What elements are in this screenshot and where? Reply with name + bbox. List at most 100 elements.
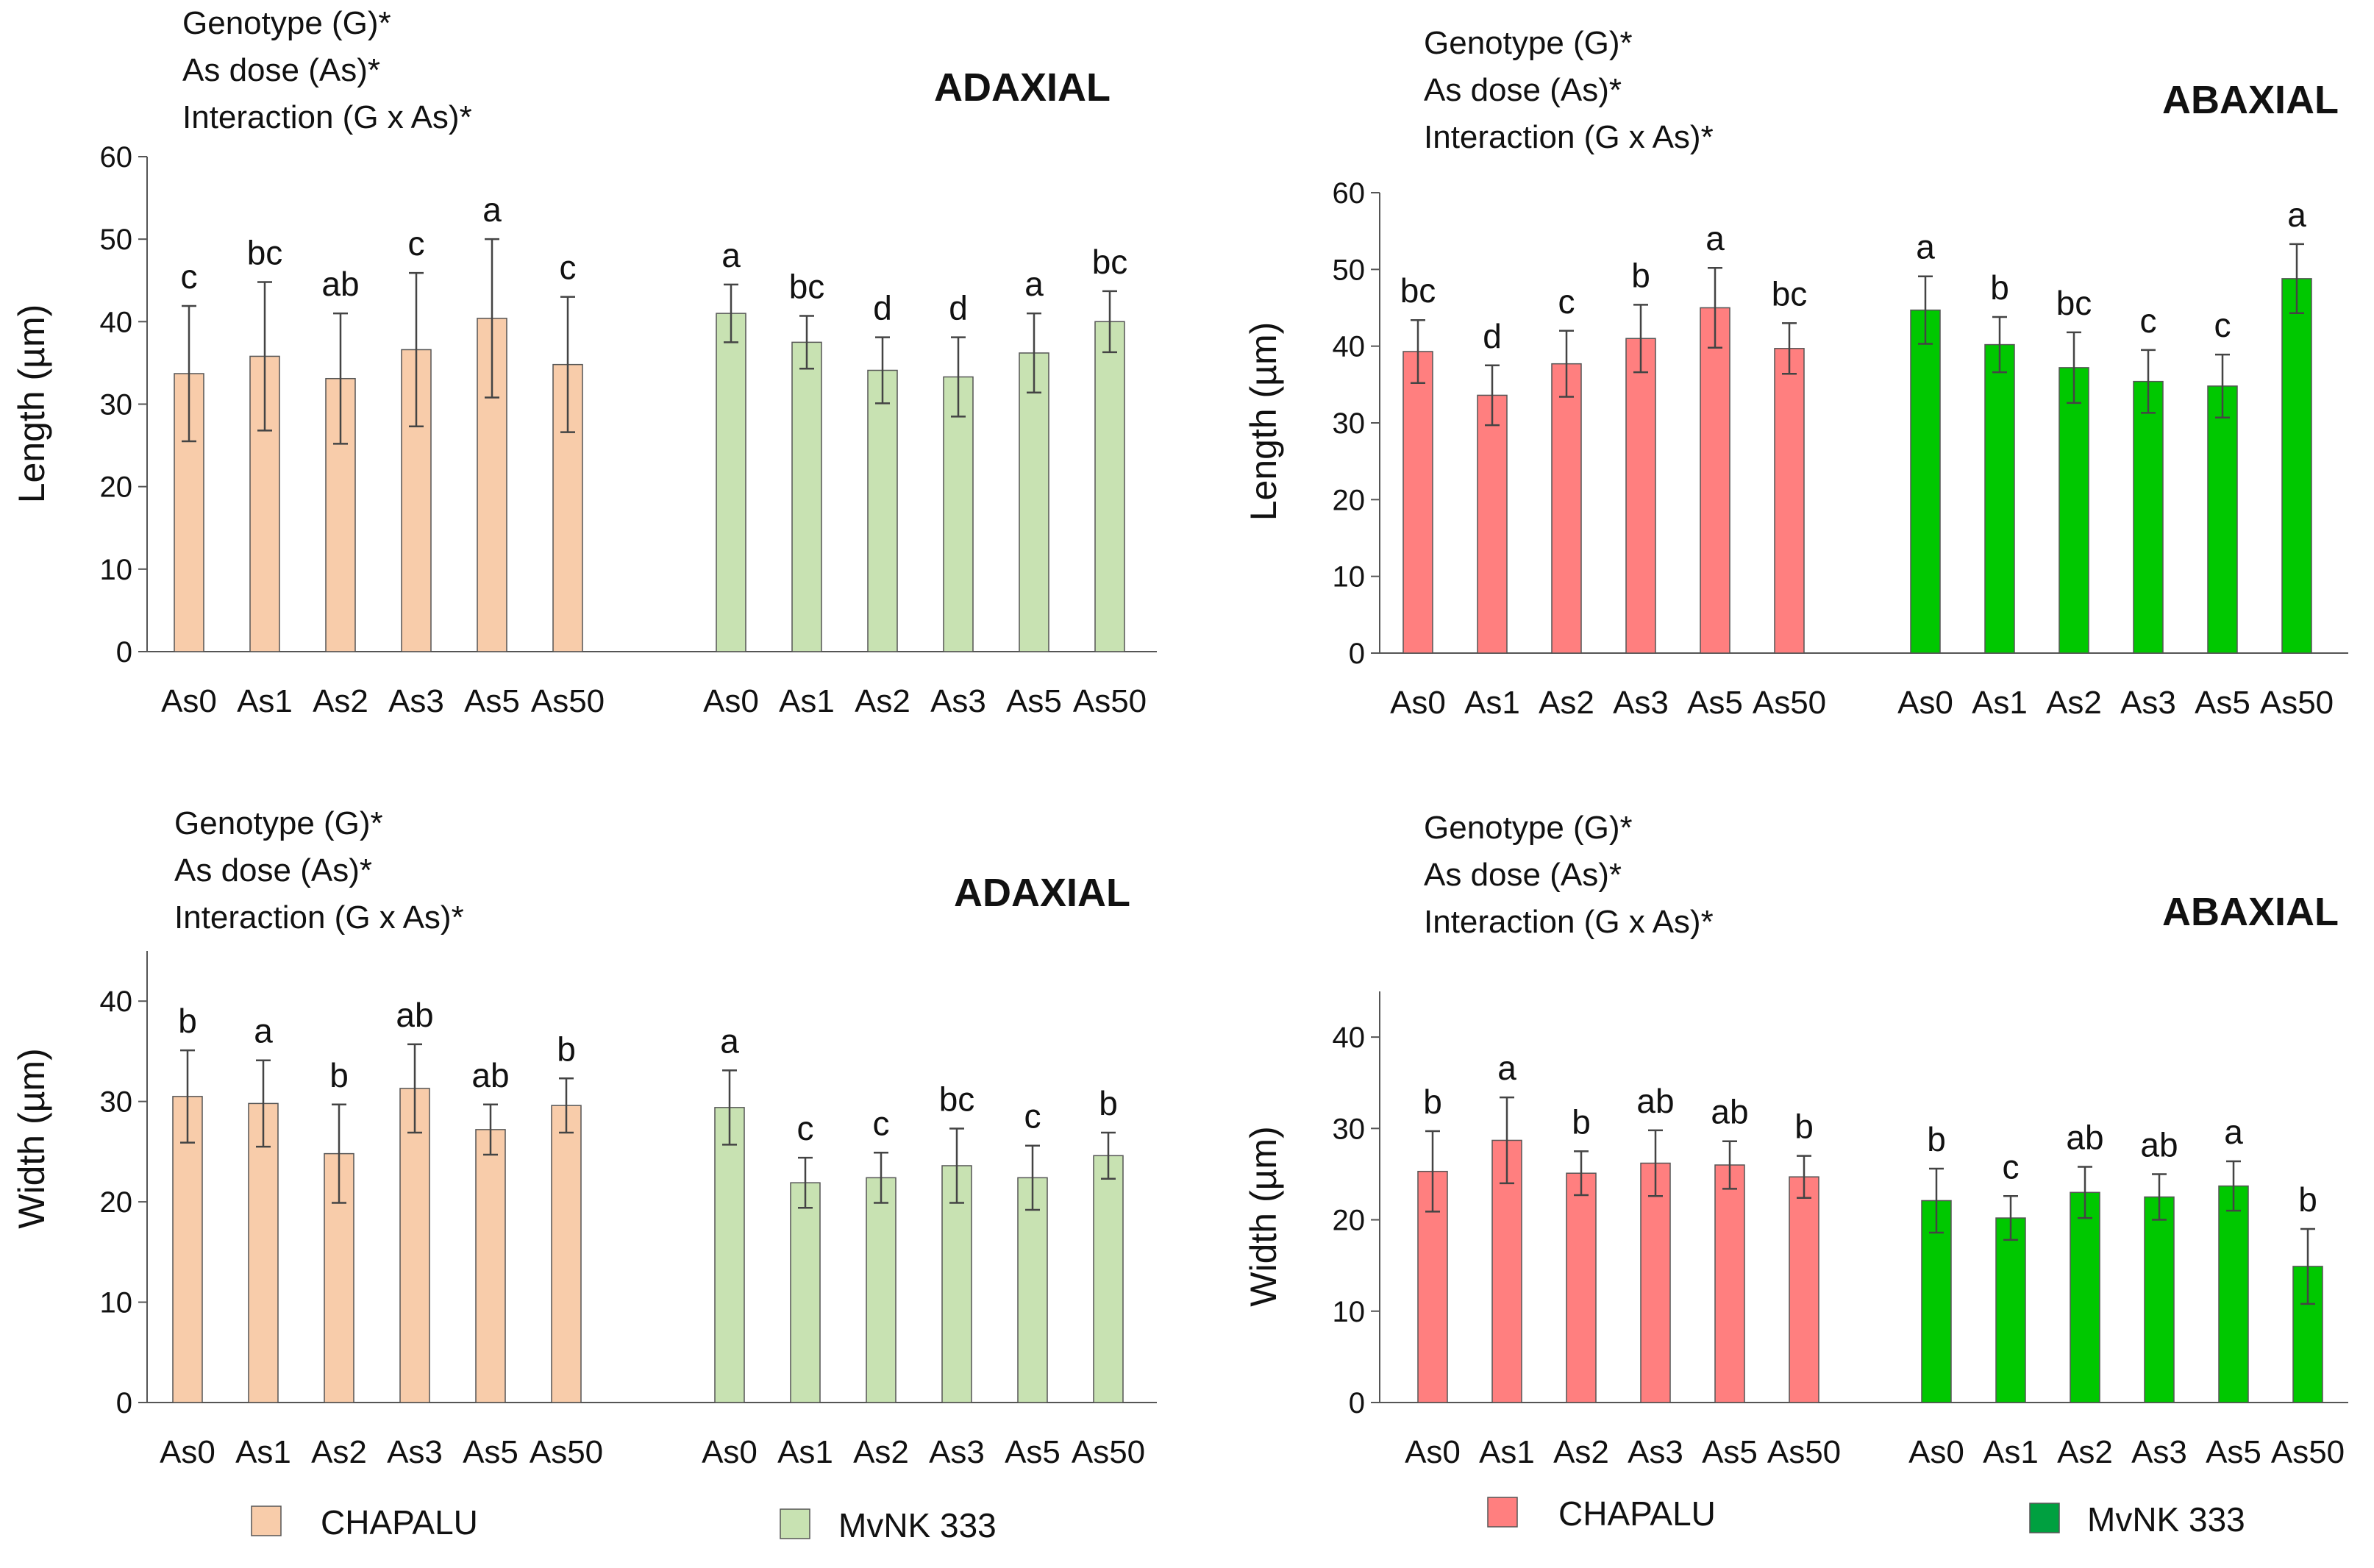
x-tick-label: As0 (1908, 1434, 1964, 1470)
y-tick-label: 20 (100, 1186, 133, 1219)
stats-line: Interaction (G x As)* (1424, 119, 1714, 155)
y-tick-label: 50 (1333, 254, 1366, 286)
y-tick-label: 10 (1333, 1296, 1366, 1328)
x-tick-label: As50 (1072, 1434, 1145, 1470)
bar (1017, 1177, 1048, 1403)
significance-letter: b (1423, 1083, 1442, 1121)
legend-swatch (1487, 1497, 1518, 1528)
significance-letter: b (329, 1056, 349, 1094)
bar (1625, 338, 1656, 654)
x-tick-label: As5 (463, 1434, 518, 1470)
x-tick-label: As5 (2206, 1434, 2261, 1470)
stats-line: Genotype (G)* (182, 5, 391, 41)
significance-letter: a (2224, 1113, 2243, 1151)
bar (2218, 1185, 2249, 1403)
x-tick-label: As50 (531, 683, 605, 719)
x-tick-label: As0 (702, 1434, 758, 1470)
significance-letter: ab (2066, 1119, 2103, 1157)
x-tick-label: As5 (464, 683, 520, 719)
y-tick-label: 10 (100, 1287, 133, 1319)
stats-line: Interaction (G x As)* (182, 99, 472, 135)
legend-label: MvNK 333 (2087, 1500, 2245, 1539)
significance-letter: bc (2056, 284, 2092, 322)
panel-title: ABAXIAL (2162, 890, 2339, 934)
y-tick-label: 0 (116, 1387, 132, 1419)
y-tick-label: 40 (1333, 331, 1366, 363)
bar (2144, 1196, 2175, 1403)
bar (1910, 309, 1941, 654)
significance-letter: bc (247, 233, 283, 271)
legend-label: MvNK 333 (838, 1506, 997, 1544)
y-tick-label: 20 (1333, 484, 1366, 516)
x-tick-label: As2 (855, 683, 910, 719)
bar (867, 369, 898, 652)
significance-letter: b (1927, 1120, 1946, 1158)
x-tick-label: As5 (2195, 685, 2250, 721)
x-tick-label: As1 (1972, 685, 2028, 721)
x-tick-label: As2 (853, 1434, 909, 1470)
x-tick-label: As2 (1553, 1434, 1609, 1470)
y-tick-label: 30 (1333, 1113, 1366, 1145)
significance-letter: bc (789, 267, 825, 305)
bar (1640, 1162, 1671, 1403)
y-tick-label: 40 (100, 306, 133, 338)
y-axis-label: Length (µm) (11, 304, 52, 504)
stats-line: As dose (As)* (1424, 857, 1622, 893)
x-tick-label: As0 (1405, 1434, 1461, 1470)
y-tick-label: 0 (1349, 638, 1365, 670)
x-tick-label: As2 (1539, 685, 1594, 721)
significance-letter: c (560, 249, 577, 287)
bar (1477, 394, 1508, 654)
significance-letter: a (482, 190, 502, 229)
x-tick-label: As2 (311, 1434, 367, 1470)
x-tick-label: As3 (2131, 1434, 2187, 1470)
bar (1402, 351, 1433, 654)
bar (2207, 385, 2238, 654)
y-tick-label: 0 (116, 636, 132, 669)
significance-letter: c (1024, 1097, 1041, 1136)
y-axis-label: Width (µm) (11, 1048, 52, 1228)
bar (1566, 1172, 1597, 1403)
x-tick-label: As1 (777, 1434, 833, 1470)
significance-letter: a (1705, 219, 1725, 257)
significance-letter: a (720, 1022, 739, 1060)
bar (1774, 348, 1805, 654)
bar (1093, 1155, 1124, 1403)
bar (1094, 321, 1125, 652)
y-tick-label: 10 (1333, 561, 1366, 594)
bar (791, 341, 822, 652)
x-tick-label: As2 (2057, 1434, 2113, 1470)
y-tick-label: 60 (1333, 177, 1366, 210)
significance-letter: b (1631, 256, 1650, 294)
x-tick-label: As0 (703, 683, 759, 719)
x-tick-label: As50 (1753, 685, 1826, 721)
x-tick-label: As50 (1767, 1434, 1841, 1470)
bar (1551, 363, 1582, 654)
chart-panel-top-right: Genotype (G)* As dose (As)* Interaction (G… (1243, 25, 2348, 721)
panel-title: ADAXIAL (954, 871, 1130, 915)
significance-letter: c (797, 1109, 814, 1147)
x-tick-label: As3 (2120, 685, 2176, 721)
x-tick-label: As5 (1702, 1434, 1758, 1470)
x-tick-label: As50 (530, 1434, 603, 1470)
bar (1019, 352, 1049, 652)
significance-letter: b (557, 1030, 576, 1068)
panel-title: ABAXIAL (2162, 78, 2339, 122)
legend-swatch (251, 1505, 282, 1536)
chart-panel-bottom-right: Genotype (G)* As dose (As)* Interaction (G… (1243, 810, 2348, 1470)
x-tick-label: As50 (2260, 685, 2334, 721)
significance-letter: a (1497, 1049, 1516, 1087)
significance-letter: d (873, 289, 892, 327)
bar (248, 1102, 279, 1403)
x-tick-label: As0 (1897, 685, 1953, 721)
bar (866, 1177, 897, 1403)
significance-letter: d (949, 289, 968, 327)
bar (2070, 1191, 2100, 1403)
x-tick-label: As2 (313, 683, 368, 719)
x-tick-label: As5 (1006, 683, 1062, 719)
bar (1714, 1164, 1745, 1403)
y-tick-label: 40 (100, 986, 133, 1018)
bar (1984, 343, 2015, 654)
bar (1921, 1200, 1952, 1403)
x-tick-label: As3 (930, 683, 986, 719)
